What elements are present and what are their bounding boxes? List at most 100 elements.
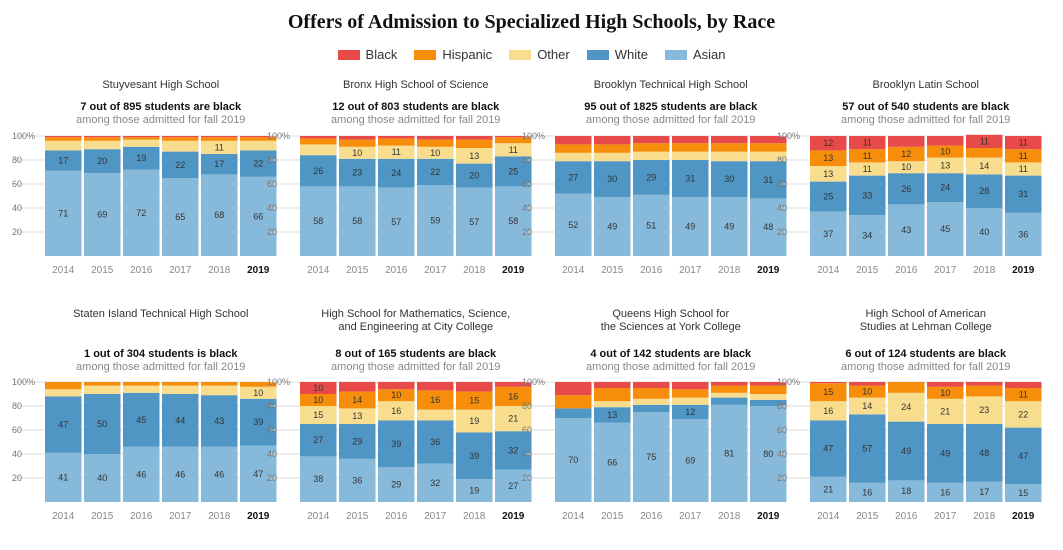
bar-segment [594,401,631,408]
bar-segment [417,139,454,147]
x-tick-label: 2017 [679,265,702,276]
bar-segment [966,157,1003,175]
bar-segment [927,157,964,174]
bar-segment [123,385,160,393]
data-label: 10 [430,148,440,158]
bar-segment [495,156,532,187]
y-tick-label: 100% [522,131,545,141]
data-label: 11 [863,151,872,161]
bar-segment [201,446,238,502]
data-label: 24 [940,183,950,193]
legend-item-black: Black [337,47,398,62]
bar-segment [45,136,82,138]
bar-segment [495,143,532,157]
chart-summary-sub: among those admitted for fall 2019 [331,114,500,126]
x-tick-label: 2014 [817,265,840,276]
data-label: 32 [430,478,440,488]
data-label: 26 [313,166,323,176]
data-label: 41 [58,472,68,482]
data-label: 45 [940,224,950,234]
bar-segment [300,394,337,406]
bar-segment [750,136,787,144]
bar-segment [927,398,964,424]
data-label: 38 [313,474,323,484]
x-tick-label: 2014 [52,265,75,276]
data-label: 48 [979,448,989,458]
data-label: 11 [392,147,401,157]
chart-summary-sub: among those admitted for fall 2019 [586,114,755,126]
chart-summary-sub: among those admitted for fall 2019 [841,361,1010,373]
bar-segment [300,144,337,156]
legend-item-white: White [586,47,648,62]
x-tick-label: 2017 [424,265,447,276]
bar-segment [84,385,121,394]
data-label: 39 [253,417,263,427]
data-label: 36 [352,475,362,485]
x-tick-label: 2018 [973,265,996,276]
y-tick-label: 100% [777,131,800,141]
bar-segment [966,424,1003,482]
bar-segment [633,194,670,256]
data-label: 69 [685,456,695,466]
chart-summary: 57 out of 540 students are black [842,101,1010,113]
data-label: 15 [1018,488,1028,498]
data-label: 46 [136,469,146,479]
data-label: 50 [97,419,107,429]
data-label: 40 [979,227,989,237]
chart-title: High School for Mathematics, Science, [321,308,510,320]
bar-segment [555,382,592,396]
bar-segment [378,389,415,402]
bar-segment [339,136,376,140]
legend-label-hispanic: Hispanic [442,47,493,62]
legend-swatch-hispanic [414,49,437,60]
bar-segment [594,388,631,402]
bar-segment [633,143,670,152]
x-tick-label: 2015 [601,511,624,522]
bar-segment [927,136,964,146]
bar-segment [495,186,532,256]
bar-segment [378,145,415,159]
x-tick-label: 2019 [502,265,525,276]
x-tick-label: 2015 [856,511,879,522]
data-label: 34 [862,231,872,241]
y-tick-label: 20 [12,227,22,237]
bar-segment [1005,136,1042,150]
bar-segment [123,136,160,138]
bar-segment [123,392,160,447]
data-label: 36 [1018,229,1028,239]
data-label: 18 [901,486,911,496]
legend-label-black: Black [365,47,398,62]
bar-segment [300,406,337,424]
bar-segment [711,382,748,386]
bar-segment [888,392,925,422]
bar-segment [966,481,1003,502]
data-label: 25 [823,192,833,202]
chart-title: Queens High School for [612,308,729,320]
bar-segment [456,136,493,140]
data-label: 20 [469,171,479,181]
bar-segment [495,469,532,502]
x-tick-label: 2016 [895,511,918,522]
bar-segment [240,140,277,151]
bar-segment [633,404,670,412]
data-label: 21 [823,484,833,494]
data-label: 70 [568,455,578,465]
bar-segment [966,148,1003,158]
bar-segment [495,386,532,406]
bar-segment [594,144,631,153]
chart-title-line2: the Sciences at York College [601,321,741,333]
bar-segment [672,397,709,405]
data-label: 58 [508,216,518,226]
data-label: 65 [175,212,185,222]
data-label: 13 [607,410,617,420]
bar-segment [456,148,493,164]
bar-segment [300,382,337,394]
bar-segment [1005,212,1042,256]
y-tick-label: 60 [267,179,277,189]
data-label: 10 [253,388,263,398]
bar-segment [888,421,925,481]
bar-segment [672,197,709,256]
data-label: 15 [469,396,479,406]
bar-segment [84,173,121,256]
